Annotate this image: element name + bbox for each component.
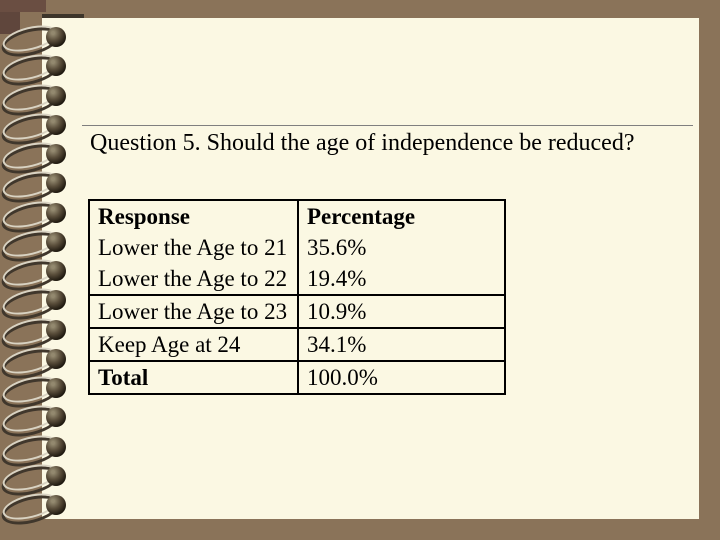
ring-bead <box>46 495 66 515</box>
table-cell-percentage-4: 34.1% <box>307 332 367 357</box>
table-header-percentage: Percentage <box>307 204 416 229</box>
table-cell-response-1: Lower the Age to 21 <box>98 235 288 260</box>
table-row: Lower the Age to 23 10.9% <box>90 294 504 327</box>
ring-bead <box>46 436 66 457</box>
ring-bead <box>46 202 66 223</box>
binding-ring <box>0 221 70 267</box>
ring-bead <box>46 85 66 106</box>
paper-edge-shadow <box>42 14 84 18</box>
binding-ring <box>0 16 70 62</box>
spiral-binding <box>0 0 80 540</box>
table-cell-response-2: Lower the Age to 22 <box>98 266 288 291</box>
ring-bead <box>46 261 66 281</box>
ring-bead <box>46 465 66 486</box>
binding-ring <box>0 162 70 209</box>
table-cell-percentage-3: 10.9% <box>307 299 367 324</box>
table-row-total: Total 100.0% <box>90 360 504 393</box>
ring-bead <box>46 173 66 194</box>
binding-ring <box>0 279 70 326</box>
ring-bead <box>46 231 66 252</box>
binding-ring <box>0 192 70 238</box>
ring-bead <box>46 407 66 428</box>
table-row: Keep Age at 24 34.1% <box>90 327 504 360</box>
table-cell-percentage-2: 19.4% <box>307 266 367 291</box>
title-divider-line <box>82 125 693 126</box>
slide-title: Question 5. Should the age of independen… <box>90 130 635 156</box>
table-cell-response-3: Lower the Age to 23 <box>98 299 288 324</box>
binding-ring <box>0 45 70 92</box>
binding-ring <box>0 250 70 296</box>
binding-ring <box>0 75 70 121</box>
ring-bead <box>46 56 66 77</box>
ring-bead <box>46 319 66 340</box>
table-cell-response-4: Keep Age at 24 <box>98 332 241 357</box>
binding-ring <box>0 104 70 150</box>
table-cell-percentage-1: 35.6% <box>307 235 367 260</box>
binding-ring <box>0 367 70 413</box>
binding-ring <box>0 455 70 501</box>
notebook-cover-corner-strip <box>0 0 46 12</box>
table-header-response: Response <box>98 204 191 229</box>
ring-bead <box>46 290 66 311</box>
slide-page: Question 5. Should the age of independen… <box>42 14 699 519</box>
ring-bead <box>46 144 66 164</box>
binding-ring <box>0 396 70 443</box>
ring-bead <box>46 348 66 369</box>
table-cell-total-percentage: 100.0% <box>307 365 378 390</box>
results-table: Response Lower the Age to 21 Lower the A… <box>88 199 506 395</box>
binding-ring <box>0 309 70 355</box>
binding-ring <box>0 484 70 530</box>
binding-ring <box>0 133 70 179</box>
binding-ring <box>0 338 70 384</box>
ring-bead <box>46 378 66 398</box>
ring-bead <box>46 114 66 135</box>
table-section-header: Response Lower the Age to 21 Lower the A… <box>90 201 504 294</box>
binding-ring <box>0 426 70 472</box>
ring-bead <box>46 27 66 47</box>
table-cell-total-label: Total <box>98 365 149 390</box>
